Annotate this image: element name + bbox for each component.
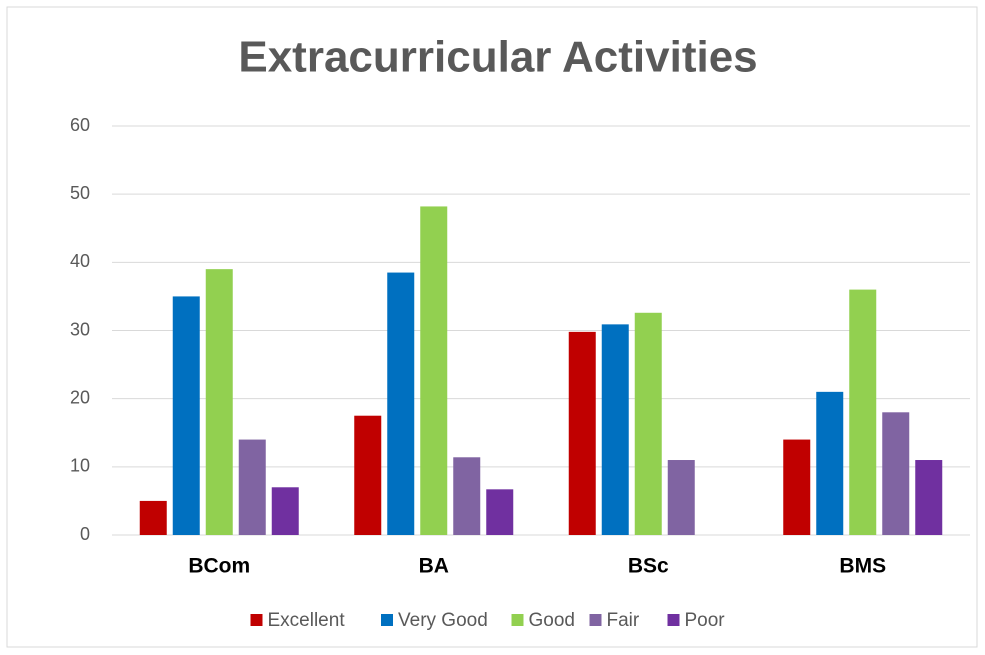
bar — [667, 460, 695, 535]
legend-swatch — [250, 614, 263, 626]
legend-label: Fair — [607, 610, 640, 631]
bar — [882, 412, 910, 535]
bar — [271, 487, 299, 535]
x-tick-label: BMS — [839, 555, 886, 578]
bar — [172, 296, 200, 535]
bar — [205, 269, 233, 535]
x-tick-label: BCom — [188, 555, 250, 578]
legend-label: Very Good — [398, 610, 488, 631]
bar — [139, 500, 167, 535]
legend-label: Excellent — [268, 610, 346, 631]
bar — [568, 331, 596, 535]
chart-border — [6, 6, 978, 648]
bar — [453, 457, 481, 535]
bar — [634, 312, 662, 535]
legend-swatch — [381, 614, 393, 626]
bar — [486, 489, 514, 535]
y-tick-label: 40 — [70, 251, 90, 271]
legend-swatch — [589, 614, 602, 626]
legend-swatch — [667, 614, 680, 626]
y-tick-label: 60 — [70, 115, 90, 135]
bar — [354, 415, 382, 535]
x-tick-label: BA — [419, 555, 449, 578]
bar — [783, 439, 811, 535]
y-tick-label: 30 — [70, 319, 90, 339]
legend-label: Poor — [685, 610, 726, 631]
legend-swatch — [511, 614, 524, 626]
bar — [238, 439, 266, 535]
bar — [816, 391, 844, 535]
chart-title: Extracurricular Activities — [238, 33, 757, 82]
y-tick-label: 20 — [70, 387, 90, 407]
bar — [420, 206, 448, 536]
legend-label: Good — [529, 610, 575, 631]
bar — [387, 272, 415, 535]
y-tick-label: 10 — [70, 456, 90, 476]
bar — [849, 289, 877, 535]
y-tick-label: 0 — [80, 524, 90, 544]
x-tick-label: BSc — [628, 555, 669, 578]
bar — [915, 460, 943, 535]
bar — [601, 324, 629, 535]
y-tick-label: 50 — [70, 183, 90, 203]
